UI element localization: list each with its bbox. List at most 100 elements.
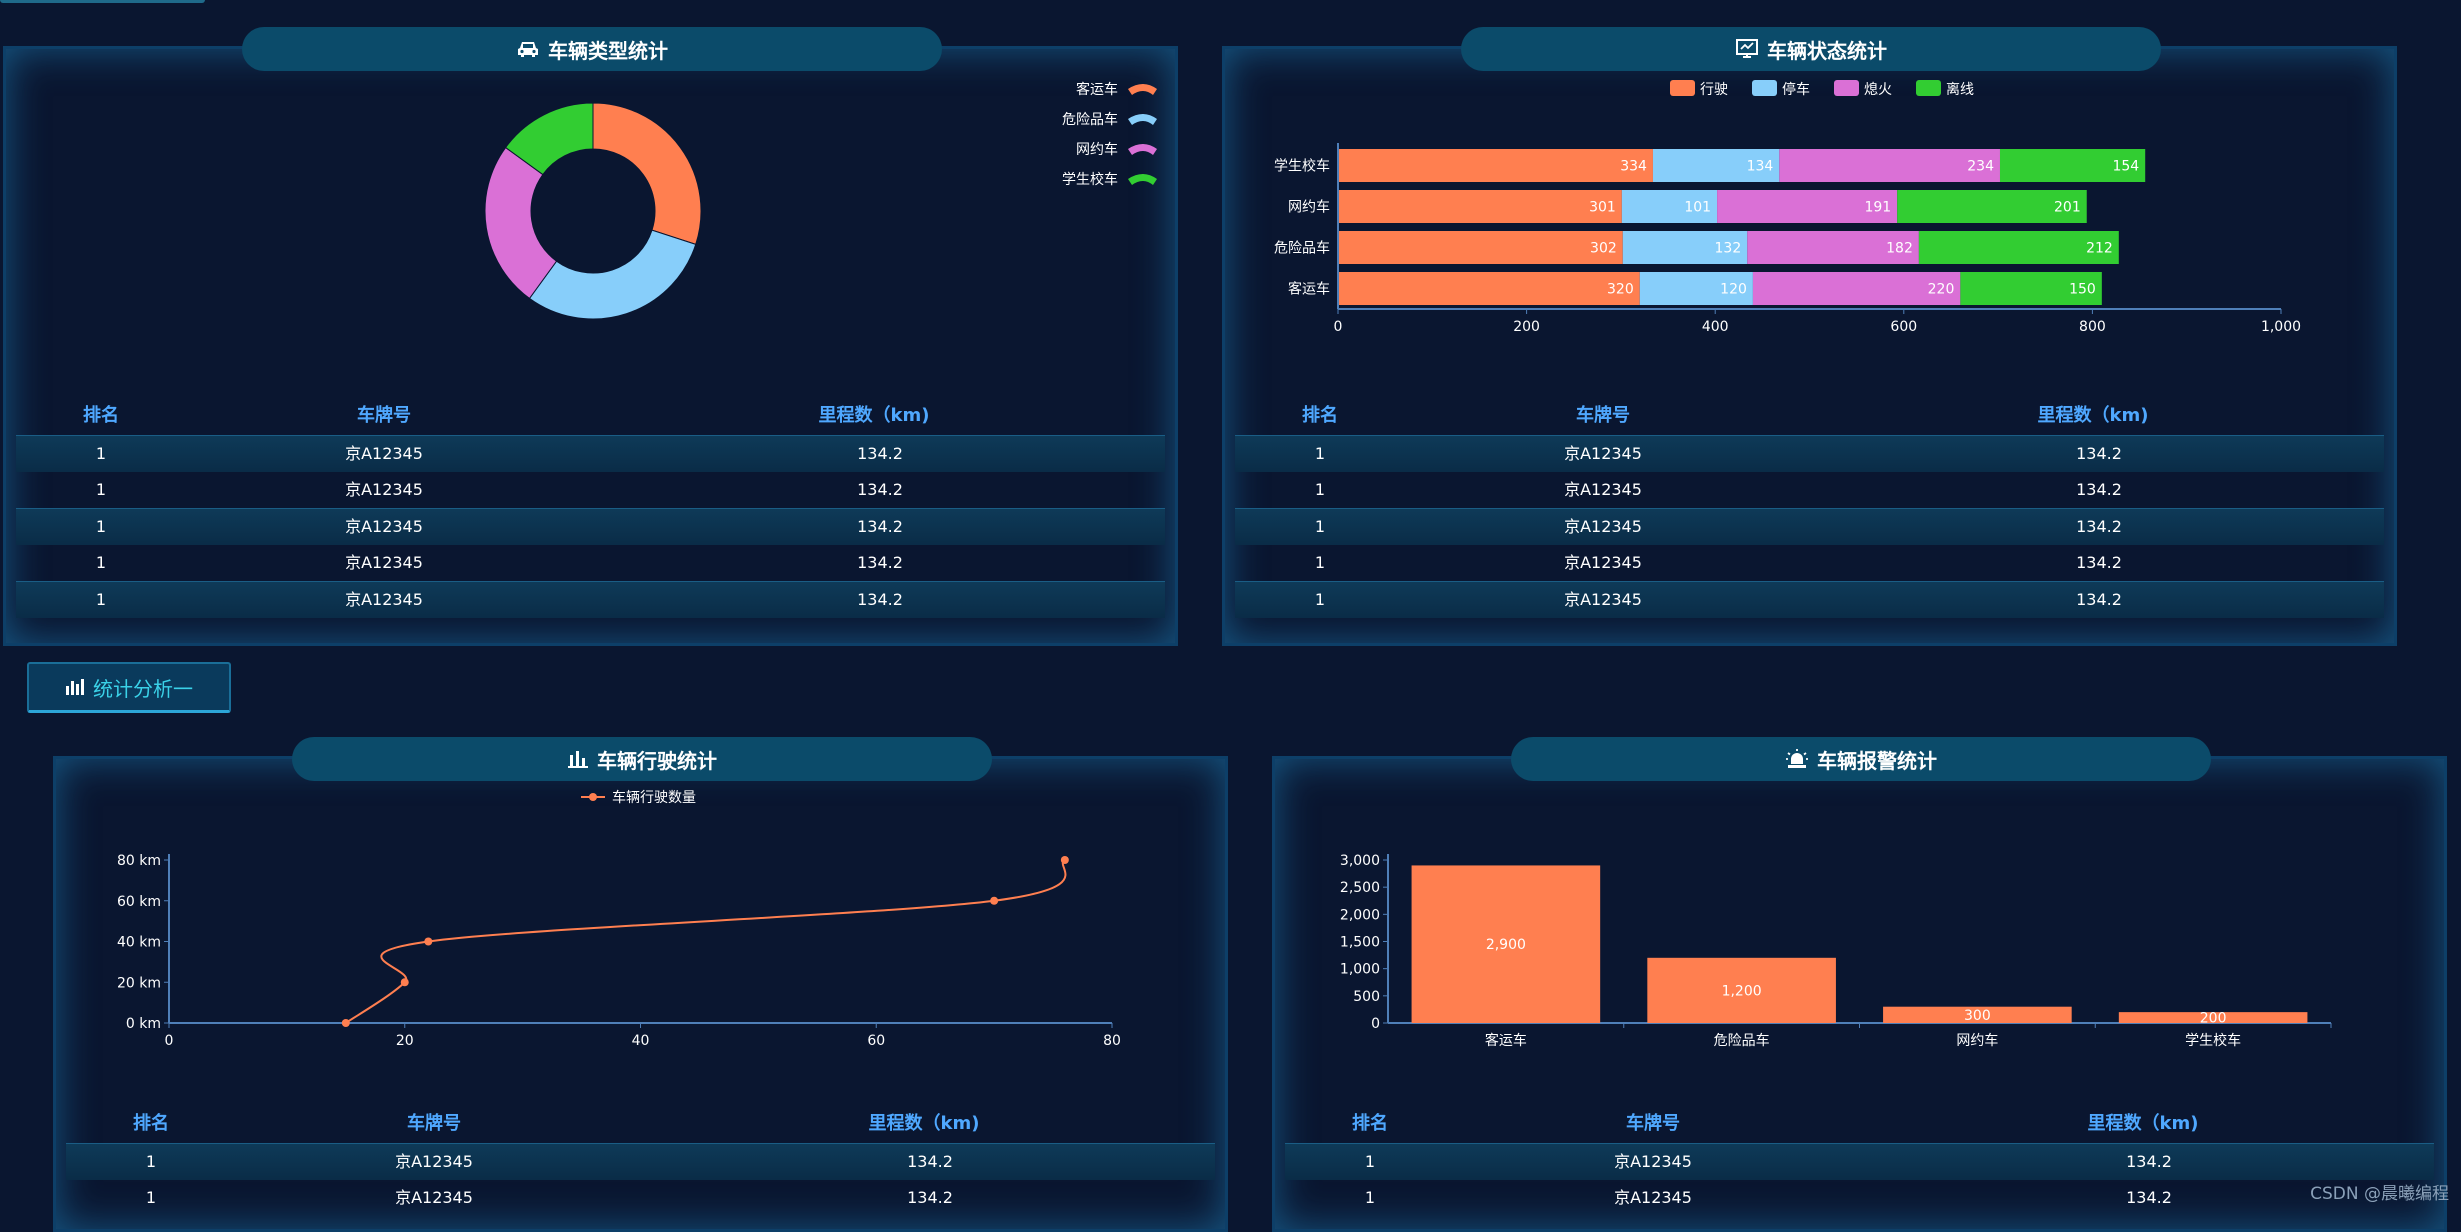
alarm-category-label: 网约车: [1956, 1032, 1998, 1049]
car-icon: [518, 42, 538, 57]
alarm-rank-table: 排名 车牌号 里程数（km) 1 京A12345 134.2 1 京A12345…: [1285, 1105, 2434, 1216]
type-rank-table: 排名 车牌号 里程数（km) 1 京A12345 134.2 1 京A12345…: [16, 397, 1165, 618]
alarm-bar-chart: 0 500 1,000 1,500 2,000 2,500 3,000 2,900 客运车 1,…: [1340, 853, 2332, 1049]
table-row[interactable]: 1 京A12345 134.2: [1235, 508, 2384, 545]
status-legend-label: 熄火: [1864, 81, 1892, 98]
cell-rank: 1: [1314, 553, 1326, 572]
status-bar-segment: [1338, 190, 1622, 223]
status-bar-value: 120: [1720, 282, 1747, 298]
cell-mileage: 134.2: [907, 1152, 953, 1171]
status-bar-value: 301: [1589, 200, 1616, 216]
status-bar-value: 212: [2086, 241, 2113, 257]
watermark: CSDN @晨曦编程: [2310, 1184, 2449, 1204]
status-legend-swatch: [1834, 80, 1859, 96]
table-row[interactable]: 1 京A12345 134.2: [16, 508, 1165, 545]
header-mileage: 里程数（km): [868, 1113, 980, 1134]
status-category-label: 危险品车: [1274, 240, 1330, 257]
cell-plate: 京A12345: [1564, 517, 1642, 536]
table-row[interactable]: 1 京A12345 134.2: [66, 1143, 1215, 1180]
cell-rank: 1: [95, 590, 107, 609]
cell-plate: 京A12345: [345, 553, 423, 572]
table-row[interactable]: 1 京A12345 134.2: [1235, 435, 2384, 472]
line-x-tick-label: 80: [1103, 1033, 1121, 1049]
cell-rank: 1: [1314, 480, 1326, 499]
status-bar-segment: [1639, 272, 1753, 305]
pie-legend-label: 危险品车: [1062, 111, 1118, 128]
cell-mileage: 134.2: [2076, 590, 2122, 609]
line-x-tick-label: 60: [867, 1033, 885, 1049]
line-point: [1060, 856, 1069, 864]
status-bar-value: 320: [1607, 282, 1634, 298]
driving-rank-table: 排名 车牌号 里程数（km) 1 京A12345 134.2 1 京A12345…: [66, 1105, 1215, 1216]
status-bar-value: 182: [1886, 241, 1913, 257]
cell-rank: 1: [95, 517, 107, 536]
table-row[interactable]: 1 京A12345 134.2: [66, 1180, 1215, 1216]
alarm-y-tick-label: 0: [1371, 1016, 1380, 1032]
pie-legend-label: 客运车: [1076, 81, 1118, 98]
cell-rank: 1: [95, 444, 107, 463]
status-bar-value: 191: [1864, 200, 1891, 216]
vehicle-alarm-title-text: 车辆报警统计: [1817, 748, 1937, 773]
status-bar-segment: [1897, 190, 2087, 223]
table-header: 排名 车牌号 里程数（km): [16, 397, 1165, 435]
cell-rank: 1: [95, 553, 107, 572]
cell-plate: 京A12345: [345, 444, 423, 463]
status-x-tick-label: 600: [1890, 319, 1917, 335]
line-series-path: [345, 859, 1067, 1024]
vehicle-driving-panel-title: 车辆行驶统计: [292, 737, 992, 781]
status-bar-segment: [1652, 149, 1780, 182]
alarm-bar: [2118, 1012, 2308, 1023]
cell-plate: 京A12345: [395, 1152, 473, 1171]
table-row[interactable]: 1 京A12345 134.2: [1285, 1180, 2434, 1216]
line-y-tick-label: 0 km: [126, 1016, 161, 1032]
vehicle-driving-title-text: 车辆行驶统计: [597, 748, 717, 773]
statistics-analysis-button[interactable]: 统计分析一: [27, 662, 231, 713]
line-x-tick-label: 40: [632, 1033, 650, 1049]
cell-plate: 京A12345: [1564, 590, 1642, 609]
alarm-y-tick-label: 2,500: [1340, 880, 1380, 896]
table-row[interactable]: 1 京A12345 134.2: [1235, 581, 2384, 618]
alarm-category-label: 学生校车: [2185, 1032, 2241, 1049]
alarm-bar-value: 300: [1964, 1008, 1991, 1024]
table-row[interactable]: 1 京A12345 134.2: [16, 472, 1165, 508]
table-row[interactable]: 1 京A12345 134.2: [1285, 1143, 2434, 1180]
pie-legend-swatch: [1128, 144, 1157, 155]
vehicle-type-panel: 车辆类型统计 客运车 危险品车 网约车 学生校车 排名 车牌号 里程数（km) 1 京…: [3, 27, 1178, 646]
status-bar-segment: [1621, 190, 1718, 223]
alarm-y-tick-label: 2,000: [1340, 907, 1380, 923]
table-row[interactable]: 1 京A12345 134.2: [16, 581, 1165, 618]
line-y-tick-label: 20 km: [117, 975, 161, 991]
table-row[interactable]: 1 京A12345 134.2: [16, 545, 1165, 581]
pie-legend-swatch: [1128, 114, 1157, 125]
status-bar-segment: [1338, 149, 1653, 182]
alarm-y-tick-label: 3,000: [1340, 853, 1380, 869]
bar-chart-icon: [568, 751, 588, 768]
table-row[interactable]: 1 京A12345 134.2: [1235, 545, 2384, 581]
status-legend-label: 停车: [1782, 81, 1810, 98]
status-bar-segment: [1338, 272, 1640, 305]
status-x-tick-label: 0: [1334, 319, 1343, 335]
table-row[interactable]: 1 京A12345 134.2: [16, 435, 1165, 472]
pie-legend-label: 学生校车: [1062, 171, 1118, 188]
table-row[interactable]: 1 京A12345 134.2: [1235, 472, 2384, 508]
line-point: [400, 978, 409, 987]
status-legend-swatch: [1916, 80, 1941, 96]
status-bar-value: 150: [2069, 282, 2096, 298]
status-bar-chart: 行驶 停车 熄火 离线 学生校车 334 134 234 154 网约车 301 101 191 201…: [1274, 80, 2301, 335]
cell-mileage: 134.2: [857, 480, 903, 499]
status-legend-swatch: [1670, 80, 1695, 96]
line-point: [341, 1019, 350, 1027]
driving-line-chart: 车辆行驶数量 0 km 20 km 40 km 60 km 80 km 0 20 40 60 80: [117, 789, 1121, 1049]
pie-legend-label: 网约车: [1076, 141, 1118, 158]
status-bar-value: 132: [1715, 241, 1742, 257]
header-rank: 排名: [83, 405, 119, 426]
cell-mileage: 134.2: [2076, 517, 2122, 536]
cell-rank: 1: [145, 1188, 157, 1207]
line-y-tick-label: 40 km: [117, 935, 161, 951]
status-category-label: 网约车: [1288, 199, 1330, 216]
status-x-tick-label: 800: [2079, 319, 2106, 335]
header-plate: 车牌号: [357, 405, 411, 426]
bar-chart-icon: [66, 679, 84, 695]
status-bar-segment: [1622, 231, 1748, 264]
